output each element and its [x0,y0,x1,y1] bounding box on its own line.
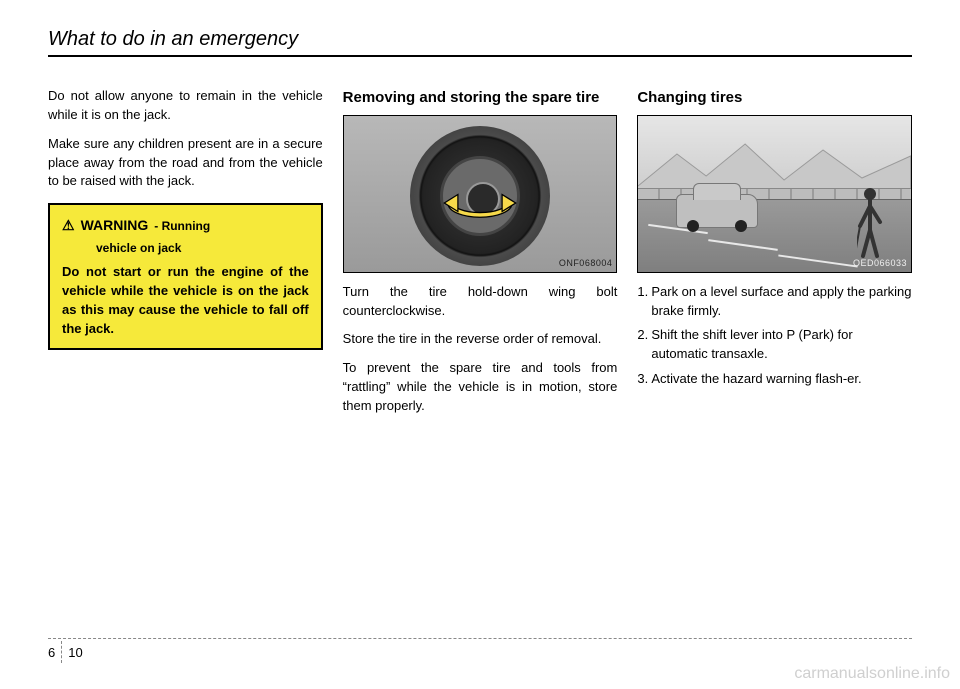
car-icon [676,194,758,228]
step-3-num: 3. [637,370,651,389]
step-3: 3. Activate the hazard warning flash-er. [637,370,912,389]
step-1: 1. Park on a level surface and apply the… [637,283,912,321]
footer-numbers: 6 10 [48,641,83,663]
col1-paragraph-2: Make sure any children present are in a … [48,135,323,192]
page-number: 10 [68,645,82,660]
step-1-text: Park on a level surface and apply the pa… [651,283,912,321]
watermark: carmanualsonline.info [794,665,950,683]
section-number: 6 [48,641,62,663]
col2-heading: Removing and storing the spare tire [343,87,618,109]
figure-label-2: OED066033 [853,257,907,270]
column-1: Do not allow anyone to remain in the veh… [48,87,323,426]
page-header: What to do in an emergency [48,28,912,57]
changing-tires-figure: OED066033 [637,115,912,273]
warning-box: ⚠ WARNING - Running vehicle on jack Do n… [48,203,323,350]
warning-title-row: ⚠ WARNING - Running [62,215,309,235]
page-footer: 6 10 [48,638,912,663]
warning-subtitle-1: - Running [154,218,210,235]
step-2-text: Shift the shift lever into P (Park) for … [651,326,912,364]
ccw-arrow-icon [437,186,523,220]
column-3: Changing tires [637,87,912,426]
warning-body: Do not start or run the engine of the ve… [62,263,309,338]
step-1-num: 1. [637,283,651,321]
col2-paragraph-3: To prevent the spare tire and tools from… [343,359,618,416]
figure-label-1: ONF068004 [559,257,613,270]
step-2: 2. Shift the shift lever into P (Park) f… [637,326,912,364]
mountain-icon [638,136,911,190]
warning-subtitle-2: vehicle on jack [96,240,309,257]
content-columns: Do not allow anyone to remain in the veh… [48,87,912,426]
spare-tire-figure: ONF068004 [343,115,618,273]
step-3-text: Activate the hazard warning flash-er. [651,370,861,389]
warning-icon: ⚠ [62,218,75,232]
col2-paragraph-1: Turn the tire hold-down wing bolt counte… [343,283,618,321]
col3-heading: Changing tires [637,87,912,109]
col1-paragraph-1: Do not allow anyone to remain in the veh… [48,87,323,125]
column-2: Removing and storing the spare tire [343,87,618,426]
warning-label: WARNING [81,215,149,235]
person-icon [857,186,883,258]
col2-paragraph-2: Store the tire in the reverse order of r… [343,330,618,349]
step-2-num: 2. [637,326,651,364]
